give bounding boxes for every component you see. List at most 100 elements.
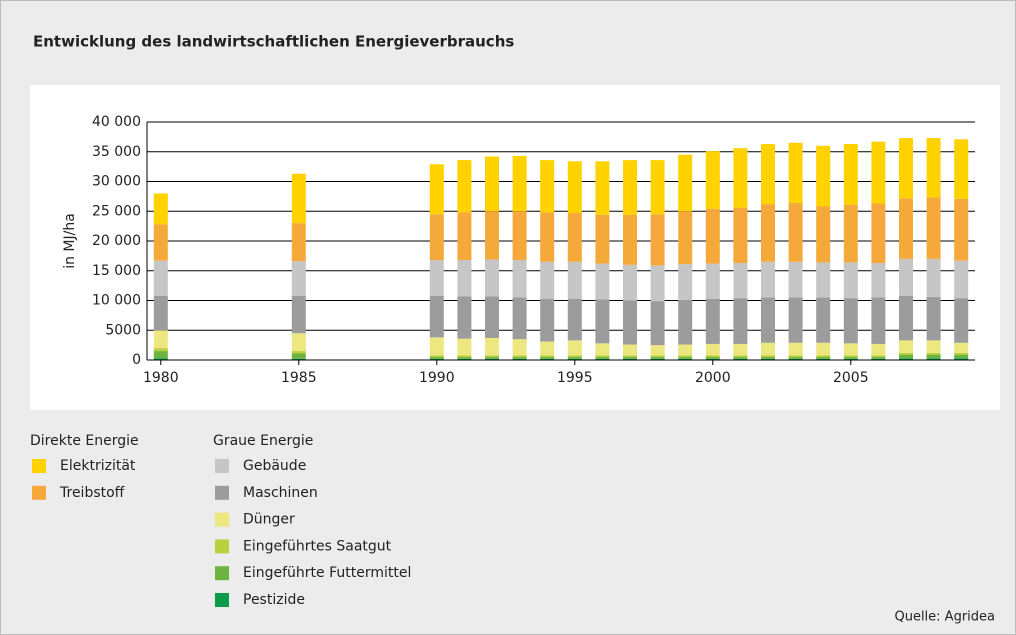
bar-segment [512,357,527,359]
bar-segment [540,357,555,359]
bar-segment [871,358,886,360]
bar-segment [623,300,637,345]
bar-segment [954,139,969,199]
bar-segment [954,354,969,359]
bar-segment [153,330,168,349]
legend-label: Gebäude [243,458,306,474]
bar-segment [153,260,168,296]
bar-segment [485,358,499,360]
legend-group-title: Graue Energie [213,433,313,449]
bar-segment [733,148,748,208]
bar-segment [871,141,886,204]
bar-segment [153,295,168,331]
bar-segment [650,265,665,302]
bar-segment [457,160,472,213]
bar-segment [899,354,913,359]
bar-segment [512,260,527,298]
bar-segment [705,358,720,360]
y-axis-label: in MJ/ha [62,213,78,269]
bar-segment [733,263,748,299]
bar-segment [926,296,941,341]
bar-segment [926,197,941,259]
bar-segment [733,207,748,264]
x-tick-label: 1995 [557,370,593,386]
bar-segment [899,198,913,259]
bar-segment [540,341,555,356]
bar-segment [761,357,775,359]
bar-segment [678,299,693,345]
legend-label: Maschinen [243,485,318,501]
bar-segment [485,357,499,359]
bar-segment [623,344,637,356]
bar-segment [871,343,886,356]
bar-segment [540,358,555,360]
bar-segment [678,154,693,212]
bar-segment [485,296,499,338]
x-tick-label: 2005 [833,370,869,386]
bar-segment [153,193,168,225]
bar-segment [512,155,527,212]
bar-segment [954,358,969,360]
bar-segment [926,358,941,360]
y-tick-label: 20 000 [92,233,141,249]
bar-segment [457,357,472,359]
bar-segment [871,355,886,358]
bar-segment [485,156,499,212]
source: Quelle: Agridea [894,610,995,625]
bar-segment [650,357,665,359]
bar-segment [926,138,941,198]
bar-segment [733,357,748,359]
bar-segment [153,224,168,261]
bar-segment [623,358,637,360]
legend-label: Pestizide [243,592,305,608]
bar-segment [954,260,969,299]
bar-segment [788,202,803,262]
bar-segment [567,340,582,356]
legend-swatch [215,485,229,500]
bar-segment [485,259,499,297]
bar-segment [816,262,831,298]
bar-segment [512,297,527,340]
bar-segment [678,355,693,358]
bar-segment [899,138,913,199]
bar-segment [761,297,775,343]
bar-segment [429,164,444,215]
legend-swatch [215,512,229,527]
bar-segment [595,355,610,358]
bar-segment [871,357,886,359]
y-tick-label: 35 000 [92,144,141,160]
y-tick-label: 15 000 [92,263,141,279]
bar-segment [788,357,803,359]
bar-segment [843,262,858,299]
legend-label: Elektrizität [60,458,136,474]
legend-swatch [215,566,229,581]
bar-segment [871,203,886,264]
bar-segment [761,355,775,358]
bar-segment [788,342,803,356]
bar-segment [429,260,444,296]
bar-segment [650,214,665,266]
bar-segment [457,212,472,261]
y-tick-label: 10 000 [92,293,141,309]
bar-segment [567,358,582,360]
bar-segment [567,357,582,359]
bar-segment [650,355,665,358]
bar-segment [485,337,499,356]
bar-segment [761,204,775,262]
bar-segment [650,301,665,346]
bar-segment [926,340,941,353]
legend-label: Dünger [243,512,295,528]
bar-segment [291,295,306,334]
legend-group-title: Direkte Energie [30,433,139,449]
bar-segment [926,354,941,359]
bar-segment [291,173,306,224]
bar-segment [816,357,831,359]
x-tick-label: 1980 [143,370,179,386]
bar-segment [954,198,969,261]
bar-segment [843,343,858,356]
bar-segment [705,343,720,356]
bar-segment [567,261,582,299]
bar-segment [816,358,831,360]
bar-segment [540,298,555,342]
